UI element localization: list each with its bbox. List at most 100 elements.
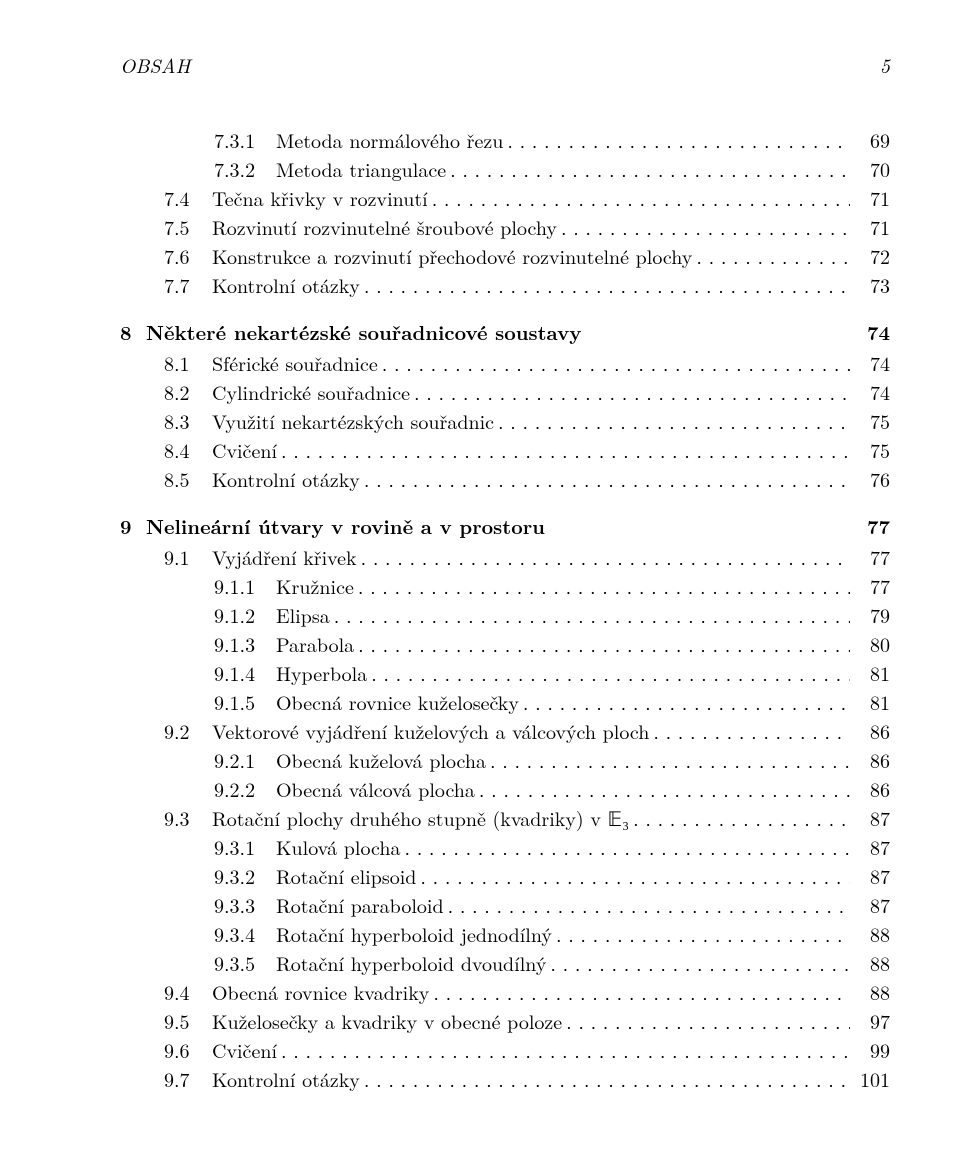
toc-dot-leader xyxy=(490,745,850,774)
toc-page-number: 99 xyxy=(854,1035,890,1064)
toc-entry-title: Vektorové vyjádření kuželových a válcový… xyxy=(212,716,649,745)
toc-entry: 8.3Využití nekartézských souřadnic75 xyxy=(120,406,890,435)
toc-entry-title: Cvičení xyxy=(212,435,277,464)
toc-dot-leader xyxy=(507,125,850,154)
toc-entry-number: 9.7 xyxy=(164,1064,212,1093)
toc-entry-title: Parabola xyxy=(276,629,354,658)
toc-entry-number: 9.1.2 xyxy=(214,600,276,629)
toc-entry-title: Kontrolní otázky xyxy=(212,1064,360,1093)
toc-entry-number: 8.2 xyxy=(164,377,212,406)
toc-page-number: 81 xyxy=(854,687,890,716)
toc-entry-title: Kontrolní otázky xyxy=(212,464,360,493)
toc-entry: 9.2.2Obecná válcová plocha86 xyxy=(120,774,890,803)
toc-entry-title: Cvičení xyxy=(212,1035,277,1064)
toc-dot-leader xyxy=(281,435,850,464)
header-page-number: 5 xyxy=(880,50,890,79)
toc-entry-number: 7.6 xyxy=(164,241,212,270)
toc-page-number: 88 xyxy=(854,948,890,977)
toc-page-number: 69 xyxy=(854,125,890,154)
toc-page-number: 88 xyxy=(854,919,890,948)
toc-dot-leader xyxy=(450,154,850,183)
toc-dot-leader xyxy=(364,464,850,493)
toc-chapter: 8Některé nekartézské souřadnicové sousta… xyxy=(120,317,890,346)
toc-dot-leader xyxy=(653,716,850,745)
toc-page-number: 74 xyxy=(854,348,890,377)
toc-entry-number: 9.3.2 xyxy=(214,861,276,890)
toc-dot-leader xyxy=(420,861,850,890)
toc-entry-number: 9.1.3 xyxy=(214,629,276,658)
toc-entry-title: Vyjádření křivek xyxy=(212,542,357,571)
toc-entry-number: 9.3.1 xyxy=(214,832,276,861)
toc-dot-leader xyxy=(361,542,850,571)
toc-entry-title: Konstrukce a rozvinutí přechodové rozvin… xyxy=(212,241,692,270)
toc-entry-title: Kontrolní otázky xyxy=(212,270,360,299)
toc-entry: 9.1.3Parabola 80 xyxy=(120,629,890,658)
toc-page-number: 75 xyxy=(854,406,890,435)
toc-page-number: 86 xyxy=(854,716,890,745)
toc-entry: 9.1.4Hyperbola81 xyxy=(120,658,890,687)
toc-entry-title: Rotační hyperboloid jednodílný xyxy=(276,919,552,948)
toc-dot-leader xyxy=(633,803,850,832)
toc-entry-number: 7.7 xyxy=(164,270,212,299)
toc-dot-leader xyxy=(696,241,850,270)
toc-page-number: 74 xyxy=(854,317,890,346)
toc-entry-title: Obecná rovnice kuželosečky xyxy=(276,687,519,716)
toc-entry: 9.2.1Obecná kuželová plocha86 xyxy=(120,745,890,774)
toc-page-number: 88 xyxy=(854,977,890,1006)
toc-page-number: 71 xyxy=(854,212,890,241)
toc-entry-title: Rotační plochy druhého stupně (kvadriky)… xyxy=(212,803,629,832)
toc-entry: 9.1.2Elipsa79 xyxy=(120,600,890,629)
toc-dot-leader xyxy=(523,687,850,716)
toc-entry-title: Elipsa xyxy=(276,600,330,629)
toc-page-number: 72 xyxy=(854,241,890,270)
toc-entry-number: 7.4 xyxy=(164,183,212,212)
toc-entry-number: 9.3.5 xyxy=(214,948,276,977)
toc-entry: 8.1Sférické souřadnice74 xyxy=(120,348,890,377)
toc-entry-number: 9.3.4 xyxy=(214,919,276,948)
toc-entry-number: 9.6 xyxy=(164,1035,212,1064)
toc-entry-title: Kulová plocha xyxy=(276,832,400,861)
toc-entry: 8.5Kontrolní otázky76 xyxy=(120,464,890,493)
toc-entry: 9.7Kontrolní otázky101 xyxy=(120,1064,890,1093)
toc-page-number: 77 xyxy=(854,511,890,540)
toc-entry-title: Obecná rovnice kvadriky xyxy=(212,977,429,1006)
toc-page-number: 97 xyxy=(854,1006,890,1035)
toc-entry: 9.1.1Kružnice77 xyxy=(120,571,890,600)
table-of-contents: 7.3.1Metoda normálového řezu697.3.2Metod… xyxy=(120,125,890,1093)
toc-dot-leader xyxy=(550,948,850,977)
toc-page-number: 80 xyxy=(854,629,890,658)
toc-dot-leader xyxy=(432,183,850,212)
toc-entry-number: 9.1.4 xyxy=(214,658,276,687)
toc-entry: 9.3.1Kulová plocha87 xyxy=(120,832,890,861)
toc-entry-number: 8.1 xyxy=(164,348,212,377)
toc-entry-title: Kuželosečky a kvadriky v obecné poloze xyxy=(212,1006,562,1035)
toc-dot-leader xyxy=(364,270,850,299)
toc-entry: 9.5Kuželosečky a kvadriky v obecné poloz… xyxy=(120,1006,890,1035)
toc-entry-number: 9.1.5 xyxy=(214,687,276,716)
toc-entry-number: 9.3.3 xyxy=(214,890,276,919)
toc-dot-leader xyxy=(566,1006,850,1035)
toc-dot-leader xyxy=(364,1064,850,1093)
toc-page-number: 86 xyxy=(854,774,890,803)
toc-entry-title: Kružnice xyxy=(276,571,354,600)
toc-page-number: 76 xyxy=(854,464,890,493)
toc-entry: 7.3.1Metoda normálového řezu69 xyxy=(120,125,890,154)
toc-dot-leader xyxy=(371,658,850,687)
toc-dot-leader xyxy=(498,406,850,435)
toc-entry-number: 9.2.1 xyxy=(214,745,276,774)
toc-chapter: 9Nelineární útvary v rovině a v prostoru… xyxy=(120,511,890,540)
toc-page-number: 87 xyxy=(854,861,890,890)
toc-dot-leader xyxy=(414,377,850,406)
toc-entry-number: 8.3 xyxy=(164,406,212,435)
toc-entry: 7.5Rozvinutí rozvinutelné šroubové ploch… xyxy=(120,212,890,241)
toc-entry-title: Rotační paraboloid xyxy=(276,890,444,919)
toc-entry: 9.3.3Rotační paraboloid87 xyxy=(120,890,890,919)
toc-dot-leader xyxy=(358,571,850,600)
toc-entry: 9.3Rotační plochy druhého stupně (kvadri… xyxy=(120,803,890,832)
toc-page-number: 77 xyxy=(854,542,890,571)
toc-dot-leader xyxy=(556,919,850,948)
toc-dot-leader xyxy=(358,629,850,658)
toc-entry-number: 9.1.1 xyxy=(214,571,276,600)
toc-entry-number: 9.2 xyxy=(164,716,212,745)
toc-entry-number: 9.2.2 xyxy=(214,774,276,803)
